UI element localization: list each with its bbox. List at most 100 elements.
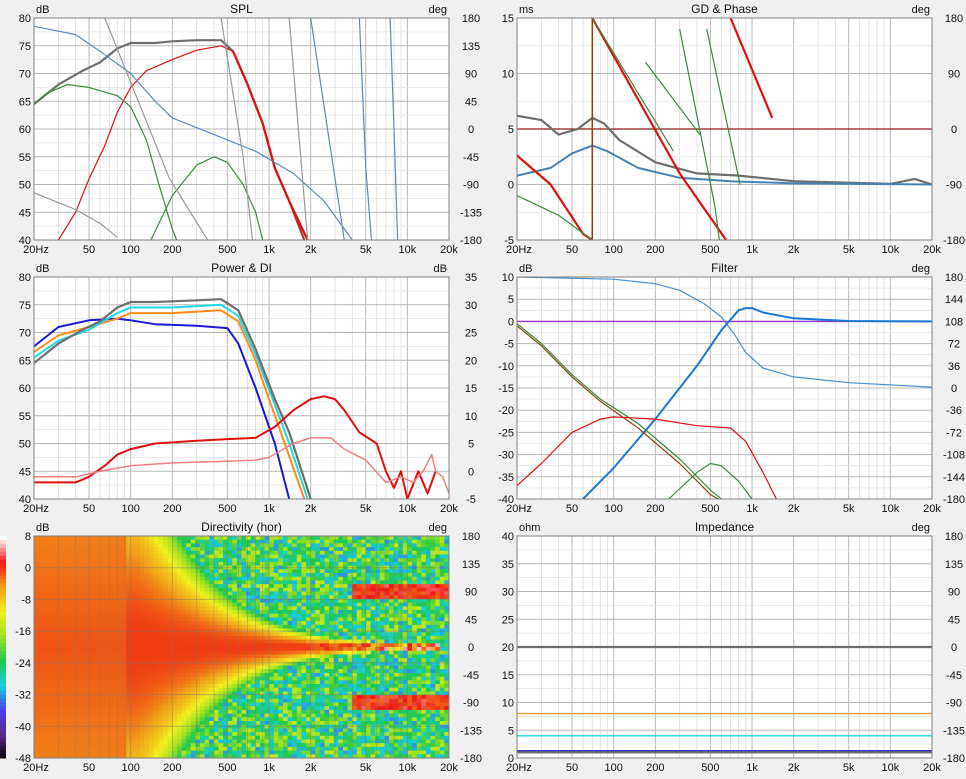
heatmap-cell	[338, 635, 344, 641]
heatmap-cell	[135, 750, 141, 755]
heatmap-cell	[117, 635, 123, 641]
heatmap-cell	[310, 584, 316, 589]
y2-tick-label: -90	[463, 180, 479, 192]
heatmap-cell	[347, 554, 353, 559]
heatmap-cell	[57, 750, 63, 755]
heatmap-cell	[98, 539, 104, 544]
heatmap-cell	[75, 702, 81, 707]
heatmap-cell	[38, 561, 44, 567]
heatmap-cell	[158, 709, 164, 715]
heatmap-cell	[347, 672, 353, 678]
heatmap-cell	[370, 702, 376, 707]
heatmap-cell	[43, 676, 49, 681]
heatmap-cell	[269, 709, 275, 715]
heatmap-cell	[255, 658, 261, 663]
heatmap-cell	[163, 606, 169, 611]
heatmap-cell	[296, 635, 303, 641]
heatmap-cell	[181, 547, 187, 552]
heatmap-cell	[370, 613, 376, 618]
heatmap-cell	[135, 591, 141, 596]
heatmap-cell	[292, 569, 298, 574]
heatmap-cell	[107, 613, 113, 618]
heatmap-cell	[66, 573, 72, 578]
heatmap-cell	[34, 647, 40, 652]
heatmap-cell	[379, 576, 386, 581]
heatmap-cell	[342, 576, 349, 581]
heatmap-cell	[356, 702, 362, 707]
heatmap-cell	[287, 632, 293, 637]
heatmap-cell	[163, 754, 169, 758]
heatmap-cell	[361, 561, 367, 567]
heatmap-cell	[140, 709, 146, 715]
heatmap-cell	[329, 573, 335, 578]
heatmap-cell	[347, 628, 353, 633]
heatmap-cell	[126, 617, 132, 622]
heatmap-cell	[181, 661, 187, 667]
heatmap-cell	[117, 613, 123, 618]
heatmap-cell	[158, 721, 164, 726]
heatmap-cell	[250, 606, 256, 611]
heatmap-cell	[80, 617, 86, 622]
heatmap-cell	[250, 684, 256, 689]
heatmap-cell	[209, 591, 215, 596]
heatmap-cell	[47, 569, 54, 574]
heatmap-cell	[315, 628, 321, 633]
heatmap-cell	[38, 713, 44, 718]
heatmap-cell	[89, 610, 95, 615]
heatmap-cell	[107, 672, 113, 678]
heatmap-cell	[315, 613, 321, 618]
heatmap-cell	[130, 624, 137, 630]
heatmap-cell	[342, 550, 349, 556]
heatmap-cell	[259, 558, 266, 563]
x-tick-label: 20Hz	[23, 244, 49, 256]
heatmap-cell	[181, 680, 187, 685]
heatmap-cell	[107, 565, 113, 570]
heatmap-cell	[158, 717, 164, 722]
left-unit-label: dB	[36, 263, 49, 275]
heatmap-cell	[223, 606, 229, 611]
heatmap-cell	[181, 635, 187, 641]
heatmap-cell	[379, 713, 386, 718]
heatmap-cell	[186, 591, 192, 596]
heatmap-cell	[273, 650, 279, 655]
heatmap-cell	[121, 613, 127, 618]
heatmap-cell	[310, 698, 316, 704]
heatmap-cell	[324, 536, 330, 541]
heatmap-cell	[176, 632, 183, 637]
heatmap-cell	[57, 669, 63, 674]
heatmap-cell	[186, 743, 192, 748]
heatmap-cell	[66, 643, 72, 648]
heatmap-cell	[232, 650, 238, 655]
heatmap-cell	[140, 580, 146, 585]
heatmap-cell	[121, 672, 127, 678]
heatmap-cell	[204, 743, 210, 748]
heatmap-cell	[232, 569, 238, 574]
heatmap-cell	[98, 713, 104, 718]
heatmap-cell	[361, 584, 367, 589]
heatmap-cell	[176, 754, 183, 758]
heatmap-cell	[163, 695, 169, 700]
heatmap-cell	[301, 624, 307, 630]
heatmap-cell	[236, 606, 243, 611]
heatmap-cell	[213, 728, 220, 733]
heatmap-cell	[273, 632, 279, 637]
heatmap-cell	[241, 687, 247, 692]
heatmap-cell	[121, 665, 127, 670]
heatmap-cell	[333, 543, 339, 548]
heatmap-cell	[370, 643, 376, 648]
heatmap-cell	[167, 717, 173, 722]
heatmap-cell	[70, 669, 77, 674]
heatmap-cell	[117, 739, 123, 744]
heatmap-cell	[57, 606, 63, 611]
heatmap-cell	[112, 539, 118, 544]
heatmap-cell	[89, 543, 95, 548]
heatmap-cell	[310, 547, 316, 552]
heatmap-cell	[218, 713, 224, 718]
heatmap-cell	[66, 565, 72, 570]
heatmap-cell	[195, 654, 201, 659]
heatmap-cell	[149, 606, 155, 611]
heatmap-cell	[342, 561, 349, 567]
heatmap-cell	[84, 610, 90, 615]
heatmap-cell	[190, 624, 196, 630]
heatmap-cell	[241, 695, 247, 700]
